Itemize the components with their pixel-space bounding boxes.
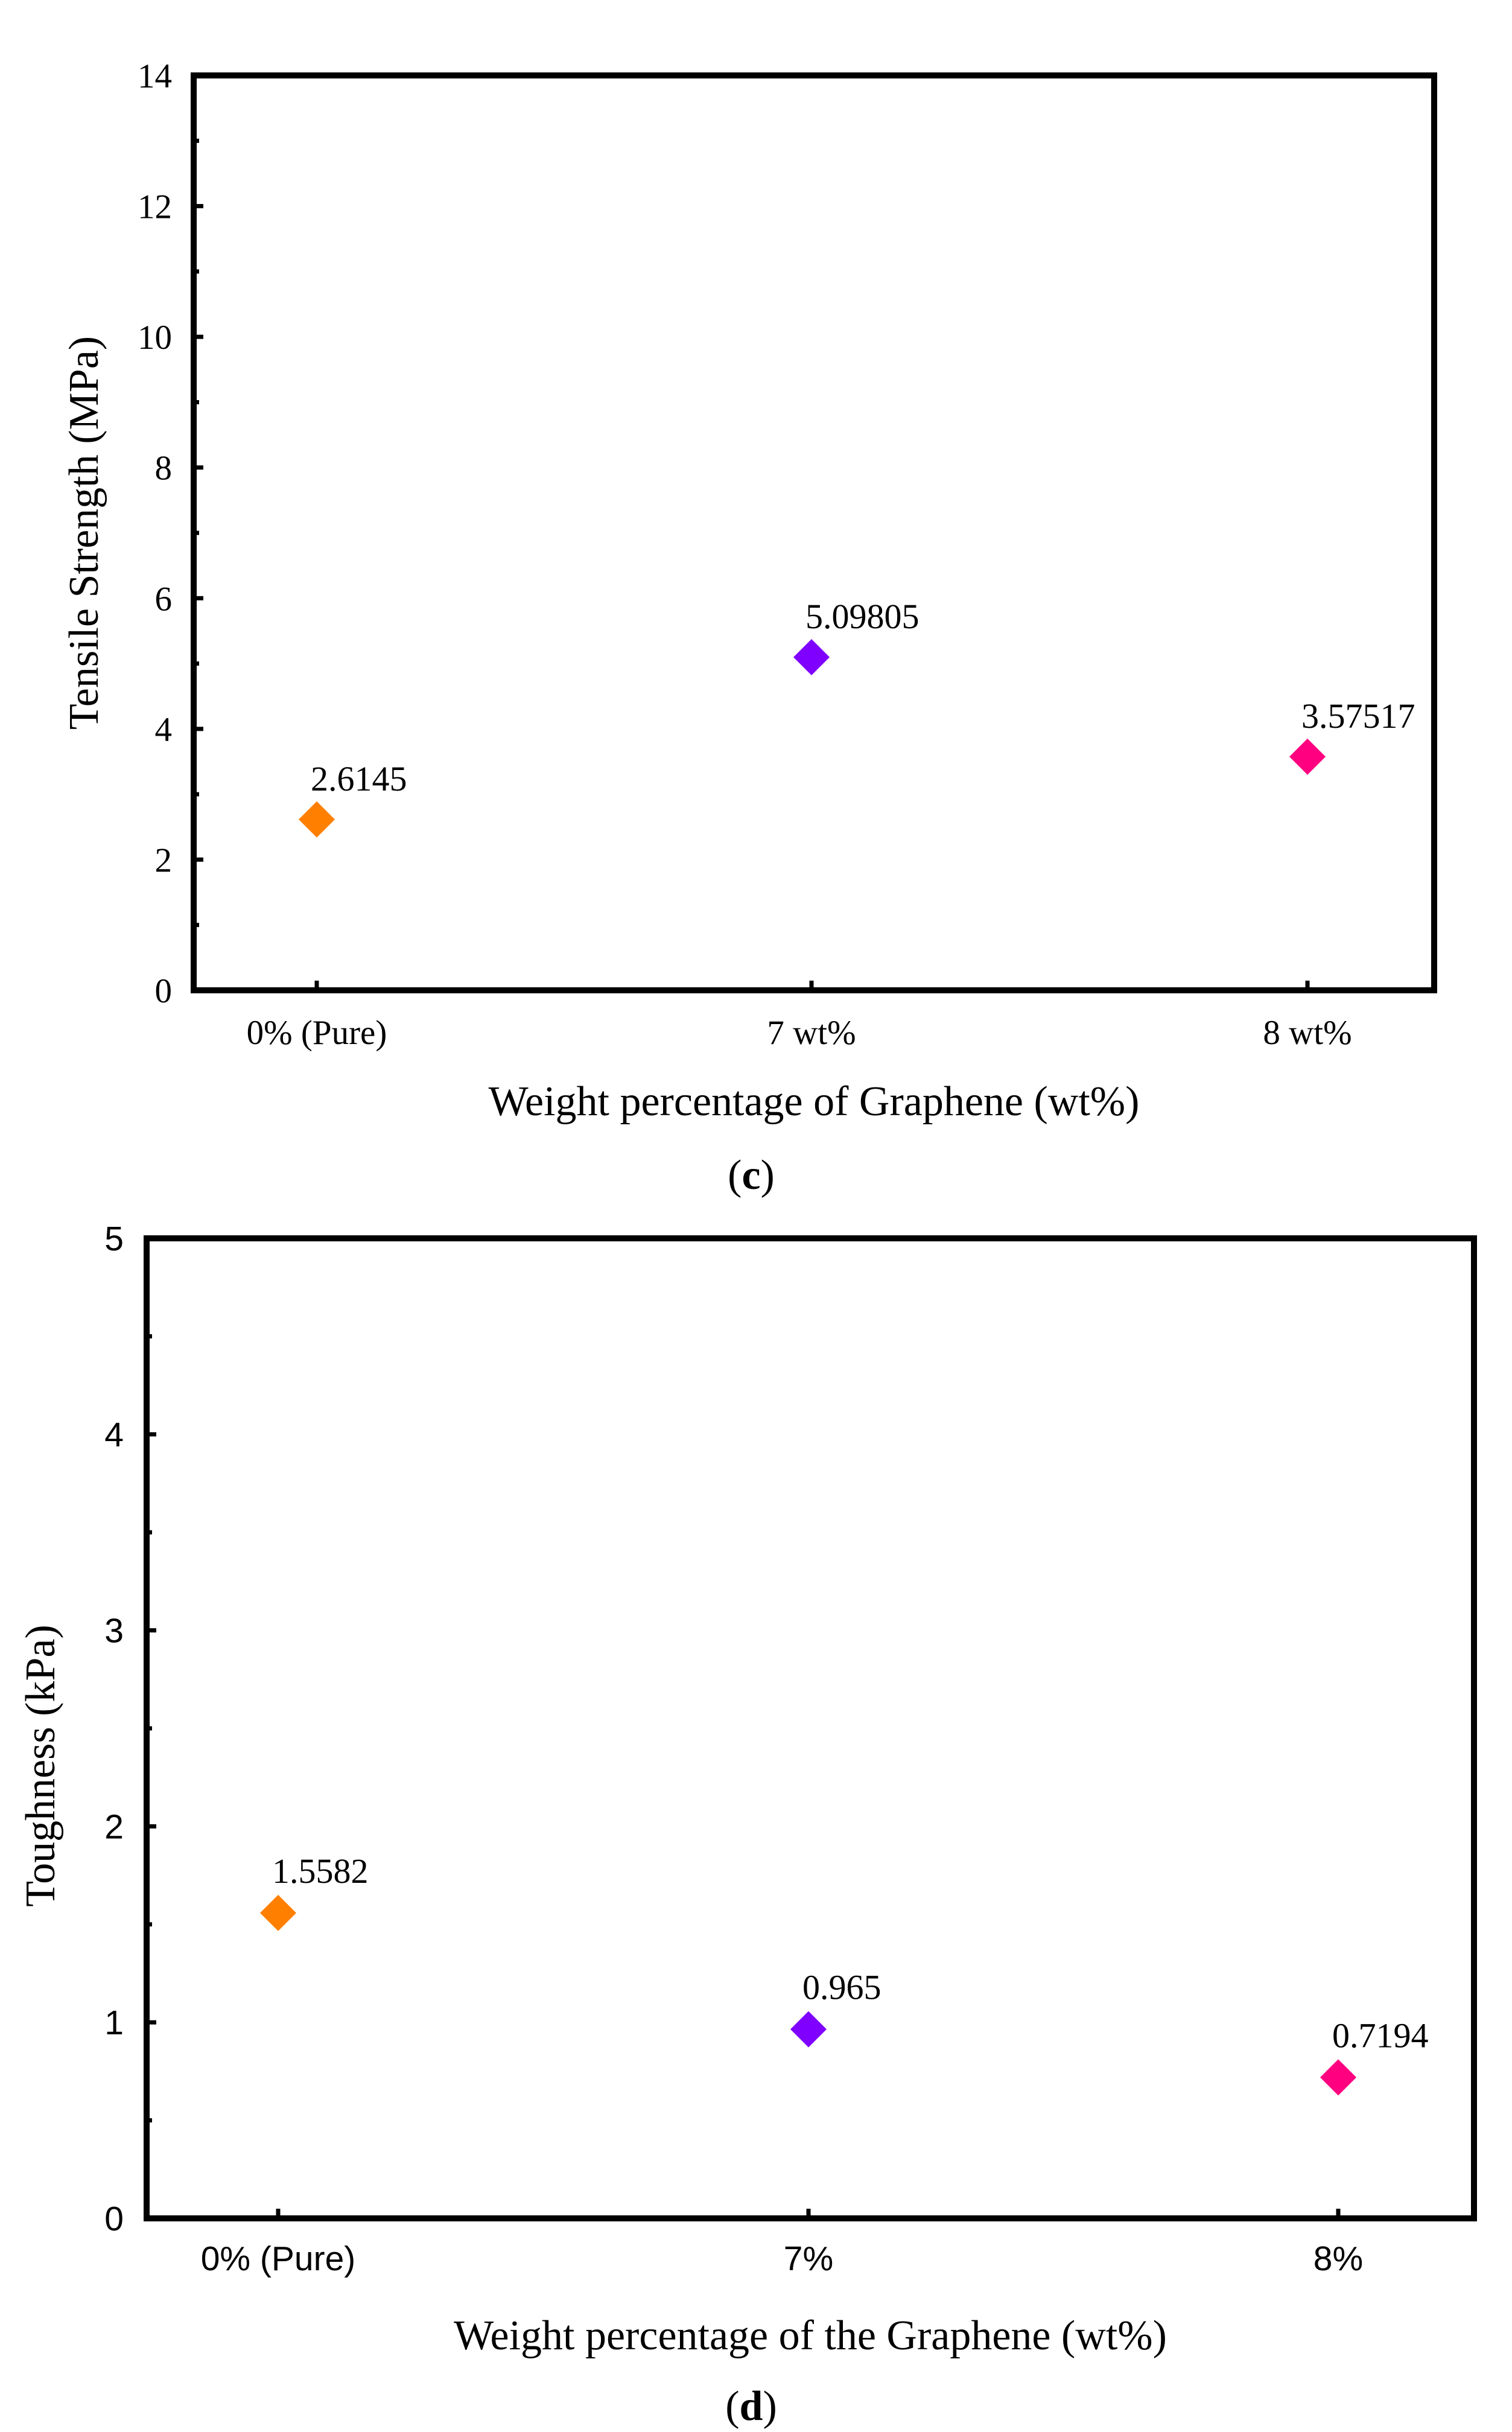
panel-c-y-axis: 0 2 4 6 8 10 12 14 [138,57,203,1010]
panel-c-y-tick-label: 10 [138,319,172,357]
panel-c-data-label-2: 5.09805 [805,597,920,636]
panel-c-tensile-strength: 0 2 4 6 8 10 12 14 0% (Pure) 7 wt% 8 wt% 2.6145 5.… [61,57,1437,1198]
panel-d-x-axis: 0% (Pure) 7% 8% [201,2209,1363,2278]
panel-c-data-point-3 [1289,738,1326,775]
panel-d-y-tick-label: 0 [104,2200,124,2238]
panel-c-x-tick-label: 0% (Pure) [247,1014,387,1052]
panel-c-y-tick-label: 2 [155,841,173,879]
panel-d-x-tick-label: 8% [1313,2239,1363,2278]
panel-d-data-series: 1.5582 0.965 0.7194 [260,1851,1429,2096]
panel-d-data-point-1 [260,1894,296,1931]
panel-c-y-tick-label: 14 [138,57,172,95]
panel-c-data-point-2 [793,638,830,675]
panel-d-y-tick-label: 5 [104,1220,124,1258]
panel-c-x-axis: 0% (Pure) 7 wt% 8 wt% [247,981,1352,1052]
panel-c-x-tick-label: 8 wt% [1263,1014,1352,1052]
panel-c-y-tick-label: 6 [155,580,173,618]
panel-c-y-tick-label: 4 [155,711,173,749]
panel-c-data-series: 2.6145 5.09805 3.57517 [299,597,1415,838]
panel-d-y-tick-label: 1 [104,2004,124,2042]
panel-c-y-axis-title: Tensile Strength (MPa) [61,336,107,730]
panel-d-caption-letter: d [740,2383,763,2430]
panel-d-y-tick-label: 4 [104,1416,124,1454]
panel-d-x-axis-title: Weight percentage of the Graphene (wt%) [454,2313,1167,2359]
panel-c-x-tick-label: 7 wt% [767,1014,856,1052]
panel-d-caption: (d) [725,2383,777,2430]
panel-d-data-point-3 [1320,2059,1356,2096]
panel-c-caption-close: ) [761,1152,775,1198]
panel-c-data-label-3: 3.57517 [1301,696,1415,736]
panel-d-x-tick-label: 7% [784,2239,833,2278]
panel-d-caption-close: ) [763,2383,777,2430]
panel-c-x-axis-title: Weight percentage of Graphene (wt%) [489,1078,1140,1125]
panel-d-x-tick-label: 0% (Pure) [201,2239,356,2278]
panel-c-caption: (c) [728,1152,775,1198]
panel-d-data-label-3: 0.7194 [1332,2016,1429,2055]
panel-c-caption-open: ( [728,1152,742,1198]
panel-d-data-point-2 [790,2011,827,2048]
panel-d-y-tick-label: 2 [104,1807,124,1846]
panel-c-y-tick-label: 0 [155,972,173,1010]
panel-c-caption-letter: c [742,1152,760,1198]
panel-c-y-tick-label: 8 [155,450,173,488]
panel-d-data-label-2: 0.965 [802,1968,881,2007]
panel-d-y-axis-title: Toughness (kPa) [17,1625,64,1907]
panel-d-data-label-1: 1.5582 [272,1851,369,1891]
panel-d-caption-open: ( [725,2383,739,2430]
panel-d-toughness: 0 1 2 3 4 5 0% (Pure) 7% 8% 1.5582 0.965 0.7194 T… [17,1220,1477,2430]
panel-c-y-tick-label: 12 [138,188,172,226]
panel-d-y-axis: 0 1 2 3 4 5 [104,1220,156,2238]
panel-c-data-label-1: 2.6145 [311,759,407,798]
panel-c-data-point-1 [299,801,335,838]
panel-d-y-tick-label: 3 [104,1612,124,1651]
